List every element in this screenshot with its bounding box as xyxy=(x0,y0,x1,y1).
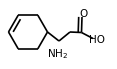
Text: HO: HO xyxy=(89,35,105,45)
Text: O: O xyxy=(80,9,88,19)
Text: NH$_2$: NH$_2$ xyxy=(47,48,69,61)
